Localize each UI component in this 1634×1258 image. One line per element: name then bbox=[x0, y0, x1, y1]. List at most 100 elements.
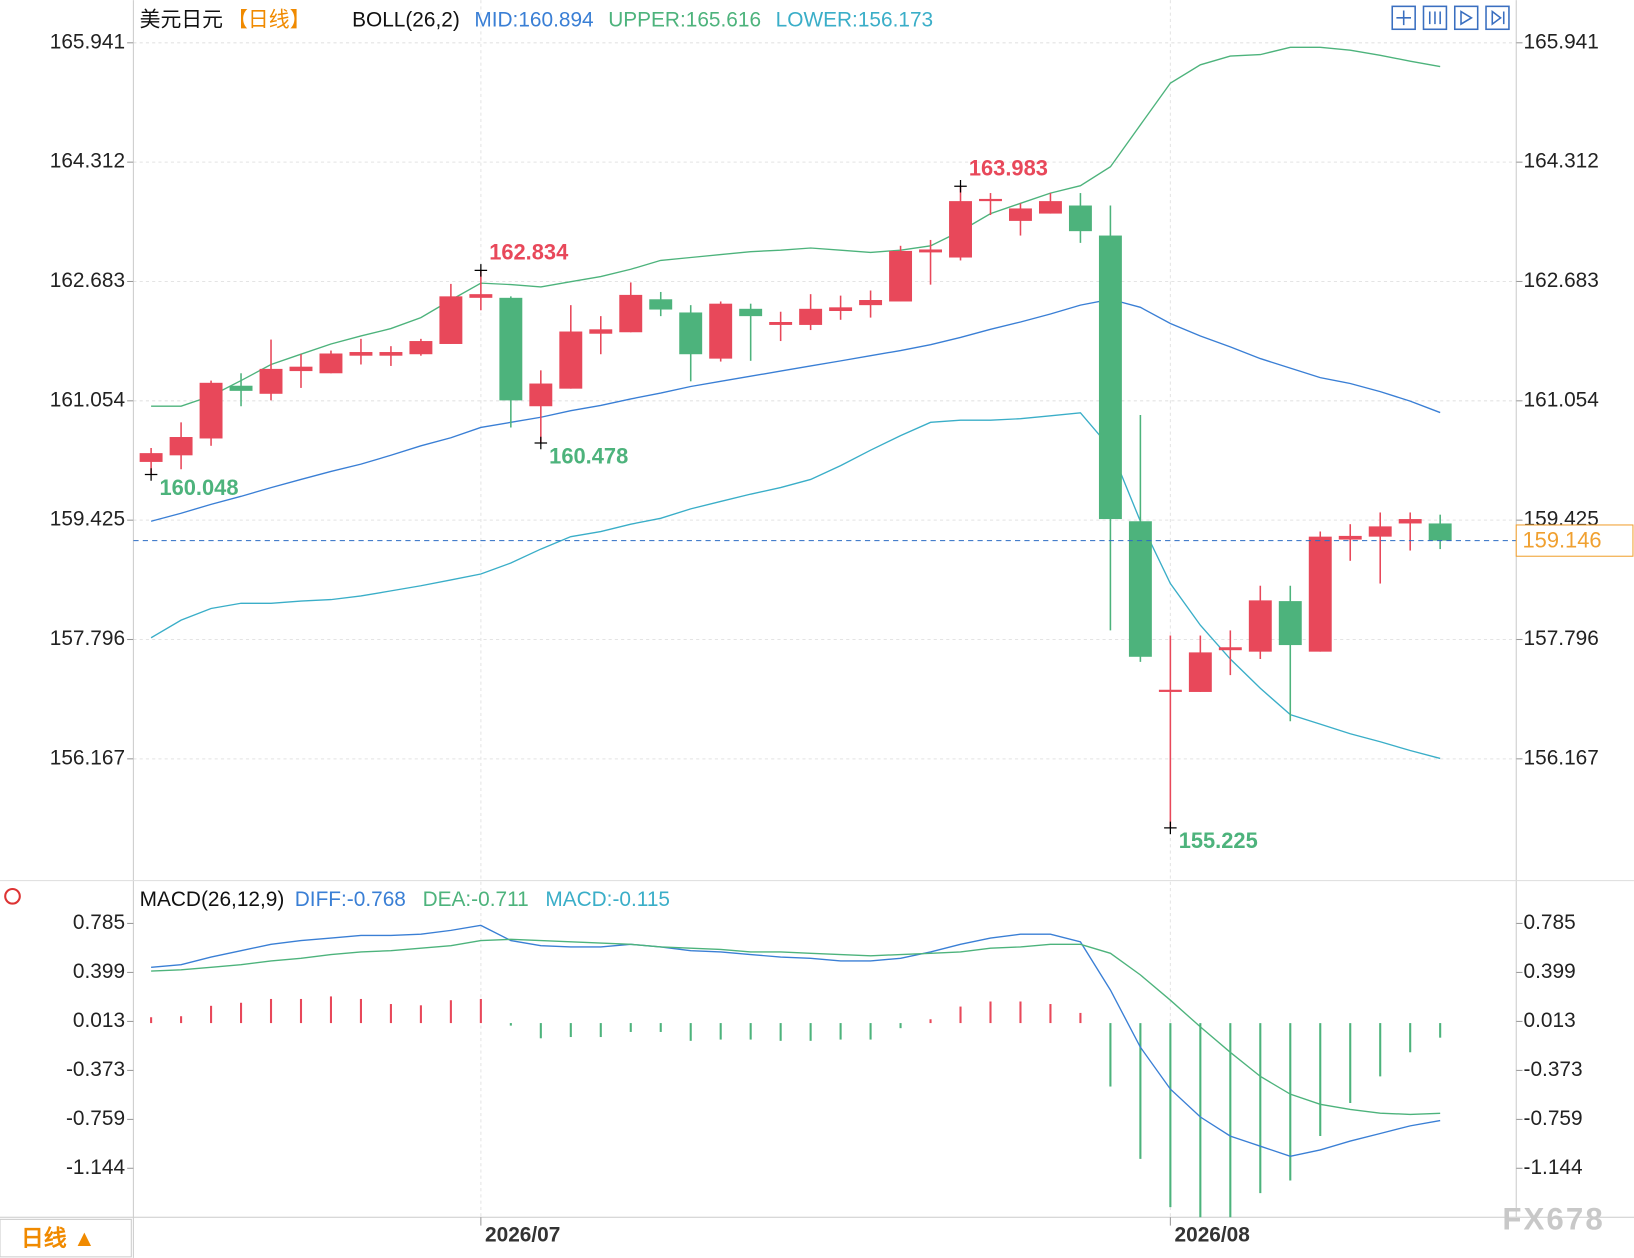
y-tick-label-right: 0.013 bbox=[1524, 1009, 1576, 1032]
tool-end[interactable] bbox=[1485, 5, 1510, 31]
indicator-line bbox=[151, 46, 1441, 407]
candle-body bbox=[979, 198, 1002, 202]
period-button[interactable] bbox=[0, 1218, 132, 1258]
legend-label: BOLL(26,2) bbox=[352, 8, 460, 31]
extreme-label: 155.225 bbox=[1179, 828, 1258, 853]
y-tick-label: 164.312 bbox=[50, 150, 125, 173]
tool-columns[interactable] bbox=[1422, 5, 1448, 31]
y-tick-label: -0.373 bbox=[66, 1058, 125, 1081]
extreme-marker bbox=[1164, 821, 1177, 835]
candle-body bbox=[679, 312, 703, 355]
extreme-label: 160.048 bbox=[159, 475, 238, 500]
tool-play[interactable] bbox=[1453, 5, 1479, 31]
legend-label: 【日线】 bbox=[227, 8, 310, 31]
indicator-line bbox=[150, 298, 1441, 522]
candle-body bbox=[199, 382, 223, 439]
toolbar[interactable] bbox=[1391, 5, 1510, 31]
y-tick-label: 0.785 bbox=[73, 911, 125, 934]
extreme-label: 162.834 bbox=[489, 240, 569, 265]
extreme-marker bbox=[954, 179, 967, 193]
candle-body bbox=[829, 307, 853, 312]
candle-body bbox=[1128, 521, 1152, 657]
tool-icons bbox=[1396, 9, 1505, 26]
candle-body bbox=[409, 341, 433, 355]
candle-body bbox=[589, 329, 613, 334]
y-tick-label-right: 0.785 bbox=[1524, 911, 1576, 934]
y-tick-label-right: 164.312 bbox=[1524, 150, 1599, 173]
legend-label: MACD(26,12,9) bbox=[140, 888, 285, 911]
y-tick-label: -1.144 bbox=[66, 1156, 125, 1179]
candle-body bbox=[1068, 205, 1092, 232]
candle-body bbox=[739, 308, 763, 317]
indicator-line bbox=[150, 412, 1441, 760]
extreme-marker bbox=[534, 436, 548, 450]
legend-label: MID:160.894 bbox=[474, 8, 593, 31]
candle-body bbox=[949, 201, 972, 258]
candle-body bbox=[1278, 601, 1302, 646]
x-tick-label: 2026/08 bbox=[1175, 1224, 1250, 1247]
legend-label: 美元日元 bbox=[140, 8, 223, 31]
x-tick-label: 2026/07 bbox=[485, 1224, 560, 1247]
candle-body bbox=[1038, 201, 1062, 214]
candle-body bbox=[619, 294, 643, 333]
candle-body bbox=[289, 366, 313, 372]
candle-body bbox=[169, 437, 193, 456]
extreme-label: 160.478 bbox=[549, 443, 628, 468]
y-tick-label-right: 157.796 bbox=[1524, 627, 1599, 650]
candle-body bbox=[1188, 652, 1212, 692]
watermark: FX678 bbox=[1502, 1202, 1605, 1237]
candle-body bbox=[439, 296, 463, 344]
y-tick-label-right: -0.373 bbox=[1524, 1058, 1583, 1081]
candle-body bbox=[259, 368, 283, 394]
last-price-box bbox=[1515, 524, 1634, 557]
y-tick-label: 156.167 bbox=[50, 746, 125, 769]
candle-body bbox=[919, 249, 943, 253]
legend-label: LOWER:156.173 bbox=[776, 8, 933, 31]
candle-body bbox=[889, 250, 913, 302]
y-tick-label: 162.683 bbox=[50, 269, 125, 292]
candle-body bbox=[1158, 689, 1182, 692]
candle-body bbox=[1218, 647, 1242, 651]
y-tick-label: 0.399 bbox=[73, 960, 125, 983]
y-tick-label: 159.425 bbox=[50, 508, 125, 531]
candle-body bbox=[229, 385, 253, 391]
candle-body bbox=[1368, 526, 1392, 537]
macd-icon[interactable] bbox=[4, 887, 21, 905]
candle-body bbox=[499, 297, 523, 401]
y-tick-label: 157.796 bbox=[50, 627, 125, 650]
y-tick-label-right: 156.167 bbox=[1524, 746, 1599, 769]
y-tick-label-right: -1.144 bbox=[1524, 1156, 1583, 1179]
y-tick-label: 161.054 bbox=[50, 388, 125, 411]
candle-body bbox=[1009, 208, 1032, 221]
candle-body bbox=[1098, 235, 1122, 520]
tool-zoom[interactable] bbox=[1391, 5, 1416, 31]
y-tick-label-right: 0.399 bbox=[1524, 960, 1576, 983]
legend-label: MACD:-0.115 bbox=[545, 888, 670, 911]
y-tick-label-right: 161.054 bbox=[1524, 388, 1599, 411]
y-tick-label-right: -0.759 bbox=[1524, 1107, 1583, 1130]
candle-body bbox=[799, 308, 823, 325]
indicator-line bbox=[151, 924, 1441, 1157]
candle-body bbox=[529, 383, 553, 407]
candle-body bbox=[859, 300, 883, 306]
y-tick-label-right: 165.941 bbox=[1524, 30, 1599, 53]
legend-label: UPPER:165.616 bbox=[608, 8, 761, 31]
candle-body bbox=[349, 352, 373, 356]
candle-body bbox=[139, 453, 163, 462]
candle-body bbox=[559, 331, 583, 389]
candle-body bbox=[319, 353, 343, 374]
extreme-label: 163.983 bbox=[969, 155, 1048, 180]
extreme-marker bbox=[144, 468, 158, 481]
y-tick-label: -0.759 bbox=[66, 1107, 125, 1130]
candle-body bbox=[469, 294, 493, 298]
candle-body bbox=[769, 321, 793, 325]
extreme-marker bbox=[474, 264, 488, 277]
legend-label: DEA:-0.711 bbox=[423, 888, 529, 911]
candle-body bbox=[1308, 536, 1332, 652]
y-tick-label-right: 162.683 bbox=[1524, 269, 1599, 292]
y-tick-label: 0.013 bbox=[73, 1009, 125, 1032]
candle-body bbox=[1338, 535, 1362, 540]
candle-body bbox=[649, 299, 673, 310]
candle-body bbox=[379, 352, 403, 356]
